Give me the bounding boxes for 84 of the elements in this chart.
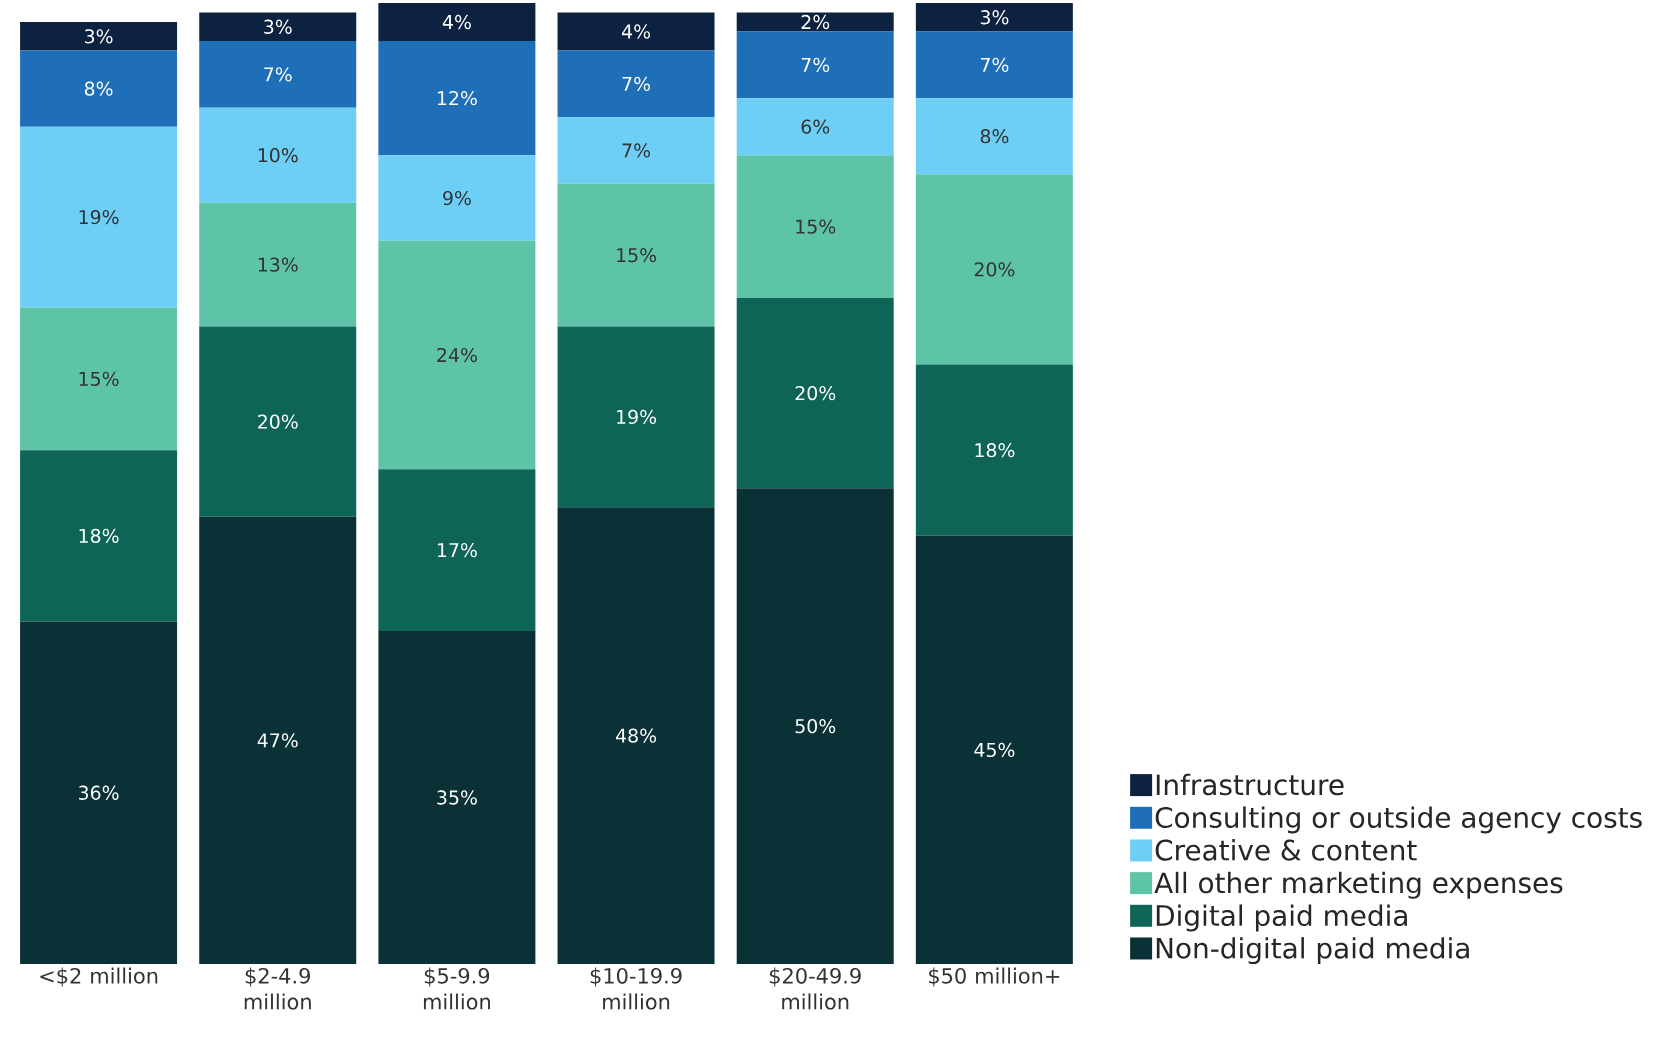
data-label: 20%: [974, 262, 1015, 277]
data-label: 7%: [801, 57, 830, 72]
data-label: 24%: [437, 347, 477, 363]
data-label: 20%: [258, 414, 298, 429]
data-label: 18%: [975, 443, 1015, 458]
x-tick-label: $10-19.9 million: [590, 967, 682, 1010]
bar: [557, 326, 715, 508]
data-label: 19%: [617, 409, 657, 425]
bar: [557, 183, 715, 327]
bar: [557, 507, 715, 964]
bar: [199, 12, 357, 42]
bar: [20, 22, 178, 51]
x-tick-label: <$2 million: [40, 967, 158, 987]
x-tick-label: $2-4.9 million: [244, 967, 311, 1010]
data-label: 20%: [795, 385, 836, 401]
bar: [20, 307, 178, 451]
bar: [915, 174, 1073, 365]
bar: [915, 535, 1073, 964]
data-label: 15%: [796, 219, 836, 234]
data-label: 7%: [622, 76, 651, 92]
data-label: 35%: [437, 790, 477, 805]
bar: [378, 240, 536, 470]
data-label: 15%: [79, 371, 119, 386]
data-label: 4%: [442, 14, 471, 30]
bar: [915, 2, 1073, 32]
bar: [199, 326, 357, 517]
bar: [557, 50, 715, 118]
data-label: 19%: [79, 209, 119, 225]
bar: [199, 516, 357, 964]
legend-label: All other marketing expenses: [1154, 871, 1563, 899]
bar: [20, 50, 178, 127]
legend-label: Non-digital paid media: [1156, 937, 1469, 965]
legend-label: Creative & content: [1155, 839, 1417, 861]
bar: [378, 469, 536, 631]
bar: [557, 117, 715, 184]
data-label: 15%: [617, 247, 657, 263]
data-label: 13%: [258, 257, 298, 272]
bar: [378, 41, 536, 156]
data-label: 10%: [258, 148, 298, 163]
x-tick-label: $50 million+: [929, 967, 1060, 987]
data-label: 3%: [980, 10, 1009, 25]
data-label: 8%: [980, 129, 1009, 144]
bar: [736, 31, 894, 99]
data-label: 12%: [437, 90, 477, 106]
data-label: 7%: [622, 143, 651, 158]
bar: [20, 621, 178, 964]
bar: [736, 98, 894, 156]
bar: [915, 364, 1073, 536]
bar: [20, 126, 178, 308]
legend-label: Infrastructure: [1156, 773, 1344, 796]
data-label: 48%: [615, 728, 657, 743]
bar: [915, 98, 1073, 175]
bar: [736, 12, 894, 32]
bar: [378, 155, 536, 241]
bar: [736, 297, 894, 489]
data-label: 3%: [264, 19, 292, 34]
data-label: 18%: [79, 528, 119, 543]
data-label: 7%: [980, 57, 1009, 72]
data-label: 8%: [84, 81, 113, 96]
bar: [378, 630, 536, 964]
bar: [378, 2, 536, 42]
bar: [199, 107, 357, 203]
x-tick-label: $5-9.9 million: [423, 967, 490, 1010]
bar: [557, 12, 715, 51]
data-label: 50%: [795, 718, 836, 734]
data-label: 3%: [85, 29, 113, 44]
bar: [736, 488, 894, 964]
legend-label: Digital paid media: [1156, 904, 1407, 932]
data-label: 6%: [801, 119, 830, 134]
bar: [915, 31, 1073, 99]
bar: [20, 450, 178, 622]
data-label: 47%: [257, 733, 298, 748]
bar: [736, 155, 894, 298]
data-label: 2%: [801, 14, 830, 30]
bar: [199, 41, 357, 108]
data-label: 9%: [443, 190, 471, 206]
data-label: 17%: [437, 542, 477, 558]
data-label: 36%: [78, 785, 119, 800]
data-label: 45%: [974, 742, 1015, 758]
x-tick-label: $20-49.9 million: [769, 967, 861, 1010]
data-label: 4%: [621, 24, 651, 39]
data-label: 7%: [264, 67, 292, 82]
legend-label: Consulting or outside agency costs: [1155, 806, 1642, 834]
bar: [199, 202, 357, 327]
